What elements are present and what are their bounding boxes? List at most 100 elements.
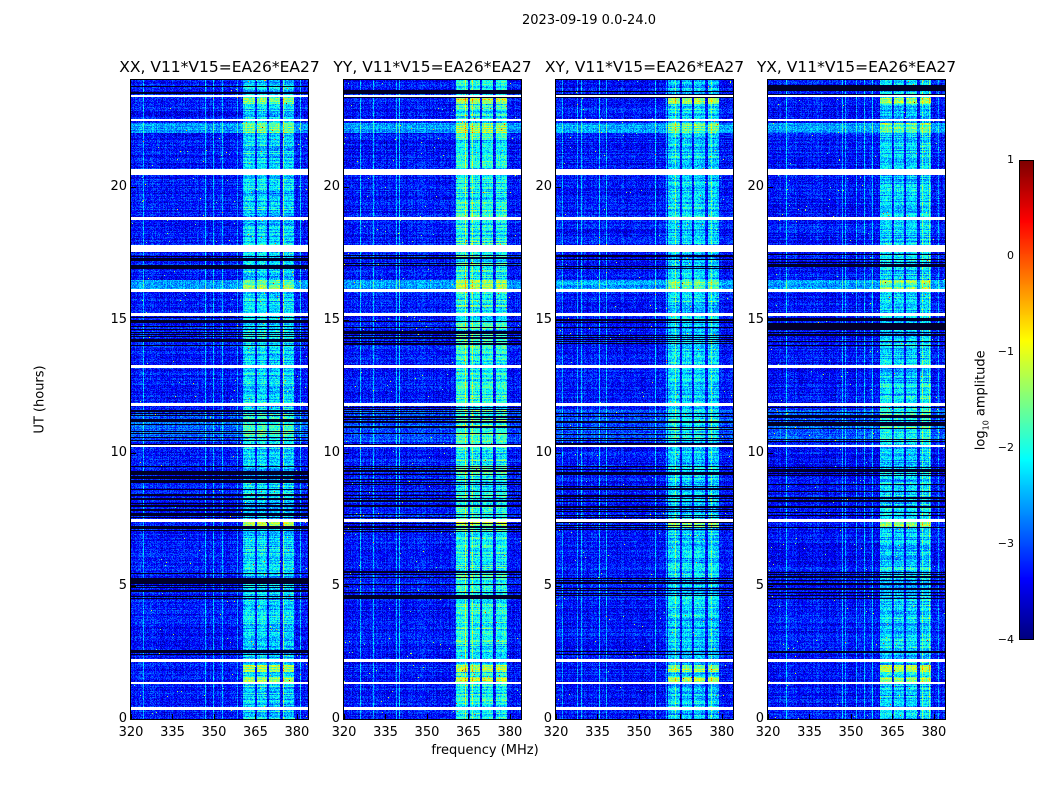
y-tick-label: 15 <box>110 311 127 327</box>
x-tick <box>892 714 894 719</box>
y-tick <box>344 585 349 587</box>
y-tick-label: 5 <box>543 577 552 593</box>
y-tick <box>344 452 349 454</box>
x-tick <box>809 714 811 719</box>
y-tick <box>768 585 773 587</box>
x-tick-label: 335 <box>797 725 822 740</box>
waterfall-heatmap <box>556 80 733 719</box>
x-tick <box>255 714 257 719</box>
x-tick-label: 335 <box>160 725 185 740</box>
y-tick <box>131 319 136 321</box>
colorbar-tick-label: −4 <box>997 633 1014 646</box>
x-tick <box>385 714 387 719</box>
y-tick <box>556 585 561 587</box>
x-tick <box>768 714 769 719</box>
x-tick-label: 320 <box>755 725 781 740</box>
x-tick-label: 350 <box>414 725 440 740</box>
x-tick-label: 380 <box>497 725 523 740</box>
x-tick-label: 365 <box>880 725 905 740</box>
x-tick-label: 380 <box>921 725 947 740</box>
x-tick-label: 350 <box>626 725 652 740</box>
x-tick-label: 380 <box>284 725 310 740</box>
x-tick-label: 320 <box>331 725 357 740</box>
y-tick-label: 15 <box>535 311 552 327</box>
waterfall-heatmap <box>131 80 308 719</box>
x-tick-label: 320 <box>543 725 569 740</box>
x-tick <box>638 714 640 719</box>
y-tick-label: 20 <box>535 178 552 194</box>
y-tick <box>768 452 773 454</box>
y-tick <box>556 186 561 188</box>
waterfall-heatmap <box>344 80 521 719</box>
x-tick <box>556 714 557 719</box>
colorbar-tick-label: −2 <box>997 441 1014 454</box>
x-tick <box>850 714 852 719</box>
x-tick-label: 365 <box>243 725 268 740</box>
y-tick-label: 5 <box>755 577 764 593</box>
y-tick <box>344 719 349 720</box>
panel-3: YX, V11*V15=EA26*EA27 320 335 350 365 380 0 5 10… <box>747 58 956 740</box>
panel-0: XX, V11*V15=EA26*EA27 320 335 350 365 380 0 5 10… <box>110 58 319 740</box>
y-tick-label: 0 <box>331 711 340 726</box>
x-tick-label: 335 <box>585 725 610 740</box>
colorbar-tick-label: −1 <box>997 345 1014 358</box>
x-tick <box>344 714 345 719</box>
y-tick <box>131 186 136 188</box>
y-tick-label: 0 <box>543 711 552 726</box>
x-tick-label: 365 <box>668 725 693 740</box>
x-tick <box>597 714 599 719</box>
y-tick <box>131 719 136 720</box>
panel-title: YY, V11*V15=EA26*EA27 <box>333 58 532 76</box>
y-tick-label: 15 <box>323 311 340 327</box>
x-tick <box>296 714 298 719</box>
y-tick-label: 20 <box>323 178 340 194</box>
x-tick <box>721 714 723 719</box>
x-tick <box>131 714 132 719</box>
colorbar-tick-label: 1 <box>1007 153 1014 166</box>
y-tick <box>131 452 136 454</box>
y-tick-label: 0 <box>118 711 127 726</box>
y-tick-label: 10 <box>323 444 340 460</box>
x-tick <box>933 714 935 719</box>
colorbar-label: log10 amplitude <box>973 350 991 451</box>
y-tick-label: 20 <box>747 178 764 194</box>
x-tick-label: 365 <box>456 725 481 740</box>
x-tick <box>468 714 470 719</box>
panel-title: XX, V11*V15=EA26*EA27 <box>119 58 320 76</box>
x-tick-label: 350 <box>201 725 227 740</box>
y-tick-label: 10 <box>747 444 764 460</box>
y-tick <box>556 452 561 454</box>
x-tick-label: 320 <box>118 725 144 740</box>
waterfall-heatmap <box>768 80 945 719</box>
x-tick-label: 380 <box>709 725 735 740</box>
x-tick <box>509 714 511 719</box>
panel-title: YX, V11*V15=EA26*EA27 <box>756 58 957 76</box>
y-axis-label: UT (hours) <box>32 365 48 434</box>
y-tick-label: 10 <box>535 444 552 460</box>
colorbar <box>1019 160 1034 640</box>
y-tick-label: 20 <box>110 178 127 194</box>
panel-title: XY, V11*V15=EA26*EA27 <box>544 58 745 76</box>
y-tick <box>344 186 349 188</box>
y-tick-label: 10 <box>110 444 127 460</box>
figure-title: 2023-09-19 0.0-24.0 <box>522 13 656 28</box>
x-tick-label: 335 <box>373 725 398 740</box>
y-tick <box>768 319 773 321</box>
y-tick-label: 15 <box>747 311 764 327</box>
x-tick <box>680 714 682 719</box>
y-tick <box>768 186 773 188</box>
colorbar-tick-label: 0 <box>1007 249 1014 262</box>
x-tick <box>426 714 428 719</box>
y-tick <box>131 585 136 587</box>
y-tick <box>768 719 773 720</box>
y-tick <box>556 319 561 321</box>
y-tick-label: 5 <box>118 577 127 593</box>
panel-2: XY, V11*V15=EA26*EA27 320 335 350 365 380 0 5 10… <box>535 58 744 740</box>
panel-1: YY, V11*V15=EA26*EA27 320 335 350 365 380 0 5 10… <box>323 58 531 740</box>
colorbar-tick-label: −3 <box>997 537 1014 550</box>
x-tick <box>172 714 174 719</box>
y-tick-label: 5 <box>331 577 340 593</box>
x-axis-label: frequency (MHz) <box>431 743 539 758</box>
y-tick <box>556 719 561 720</box>
